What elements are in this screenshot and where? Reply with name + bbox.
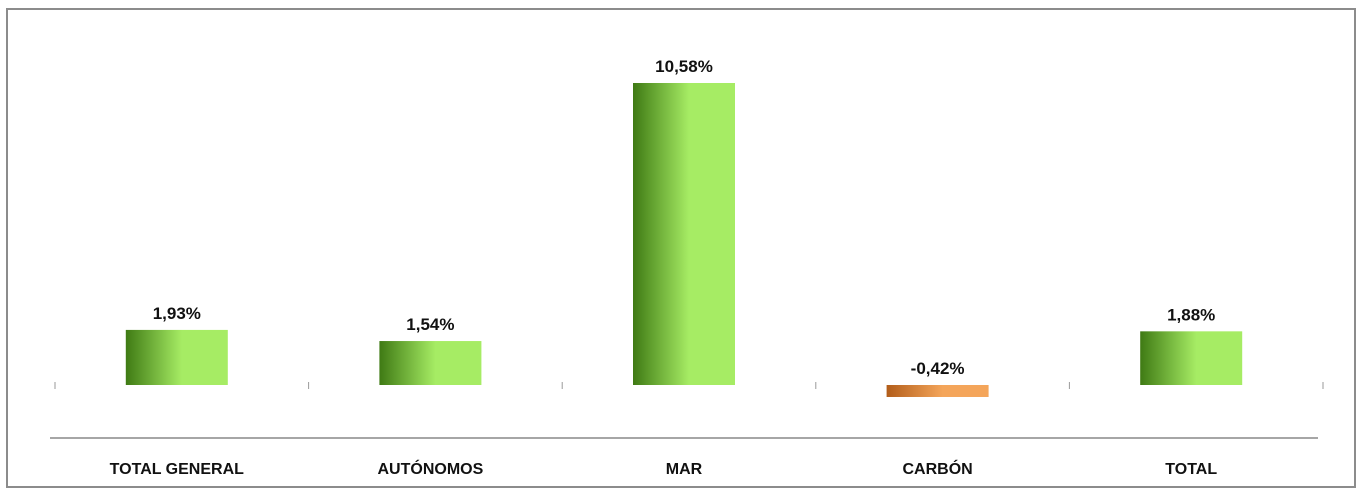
bar-chart: 1,93% 1,54% 10,58% -0,42% 1,88% TOTAL GENERA…: [50, 57, 1324, 478]
bars-group: [125, 83, 1243, 397]
category-labels-group: TOTAL GENERAL AUTÓNOMOS MAR CARBÓN TOTAL: [110, 459, 1218, 478]
bar-4: [886, 385, 989, 397]
bar-5: [1140, 331, 1243, 385]
category-label-3: MAR: [666, 461, 703, 478]
bar-3: [633, 83, 735, 385]
data-label-5: 1,88%: [1167, 305, 1215, 324]
data-label-4: -0,42%: [911, 359, 965, 378]
category-label-4: CARBÓN: [902, 459, 972, 478]
bar-2: [379, 341, 482, 385]
chart-frame: 1,93% 1,54% 10,58% -0,42% 1,88% TOTAL GENERA…: [6, 8, 1356, 488]
category-label-2: AUTÓNOMOS: [378, 459, 484, 478]
bar-1: [125, 329, 228, 385]
data-label-1: 1,93%: [153, 304, 201, 323]
category-label-5: TOTAL: [1165, 461, 1217, 478]
zero-axis-ticks: [54, 382, 1324, 389]
data-label-3: 10,58%: [655, 57, 713, 76]
category-label-1: TOTAL GENERAL: [110, 461, 244, 478]
data-labels-group: 1,93% 1,54% 10,58% -0,42% 1,88%: [153, 57, 1216, 378]
data-label-2: 1,54%: [406, 315, 454, 334]
